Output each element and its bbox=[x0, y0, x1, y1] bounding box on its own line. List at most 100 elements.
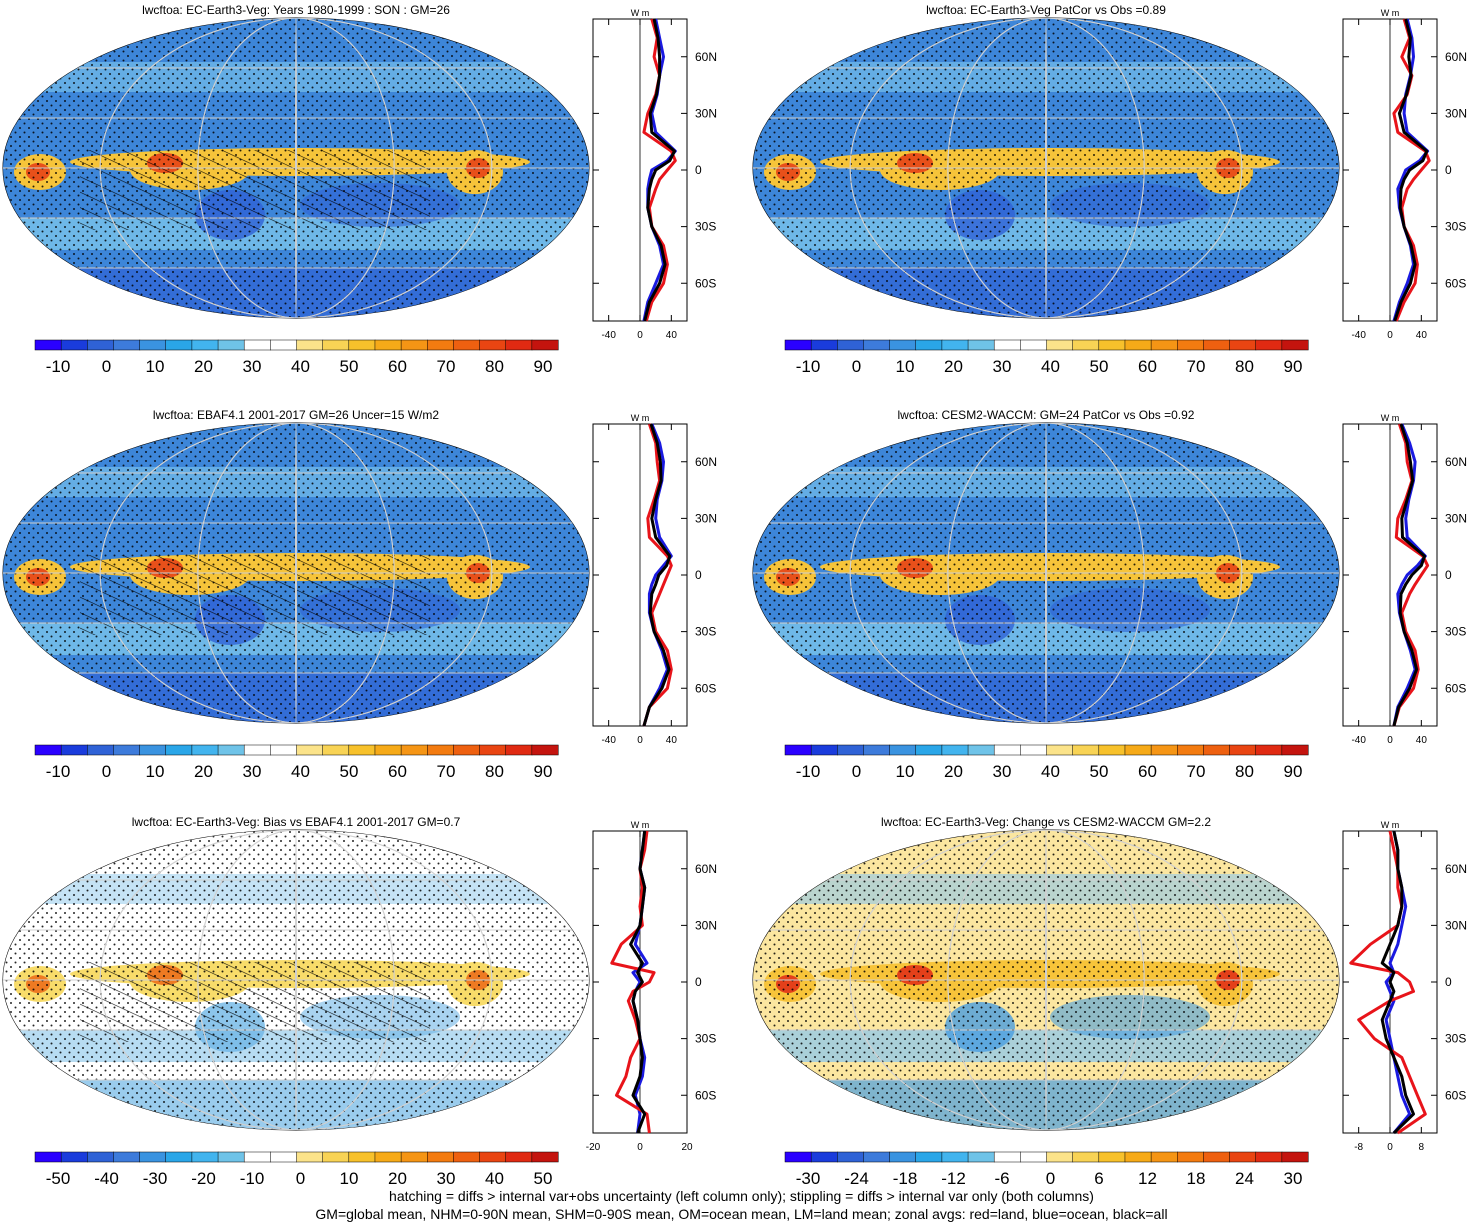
map-stippling bbox=[753, 830, 1339, 1130]
colorbar-label: 30 bbox=[993, 762, 1012, 781]
zonal-lat-label: 60N bbox=[1445, 862, 1467, 876]
colorbar-label: 60 bbox=[1138, 357, 1157, 376]
colorbar-label: 10 bbox=[896, 357, 915, 376]
zonal-xtick-label: -40 bbox=[1351, 330, 1366, 341]
zonal-all-line bbox=[1380, 830, 1415, 1135]
colorbar-label: 30 bbox=[437, 1169, 456, 1188]
zonal-panel: -20 0 20 W m 60N 30N 0 30S 60S bbox=[586, 820, 717, 1153]
colorbar-box bbox=[810, 339, 838, 351]
colorbar-box bbox=[1229, 339, 1257, 351]
zonal-lat-label: 60N bbox=[695, 862, 717, 876]
colorbar-box bbox=[1124, 1151, 1152, 1163]
map-meridian bbox=[295, 18, 297, 318]
colorbar-label: 12 bbox=[1138, 1169, 1157, 1188]
colorbar-box bbox=[87, 744, 115, 756]
colorbar-box bbox=[87, 339, 115, 351]
zonal-lat-label: 60S bbox=[1445, 1088, 1466, 1102]
zonal-lat-label: 0 bbox=[695, 568, 702, 582]
zonal-all-line bbox=[642, 423, 672, 727]
zonal-lat-label: 30N bbox=[1445, 918, 1467, 932]
panel-title: lwcftoa: EC-Earth3-Veg: Bias vs EBAF4.1 … bbox=[132, 815, 461, 829]
colorbar-box bbox=[348, 339, 376, 351]
panel-3: lwcftoa: EBAF4.1 2001-2017 GM=26 Uncer=1… bbox=[2, 408, 717, 781]
colorbar-box bbox=[837, 1151, 865, 1163]
colorbar-label: -10 bbox=[796, 357, 821, 376]
colorbar-box bbox=[1229, 1151, 1257, 1163]
colorbar-box bbox=[139, 1151, 167, 1163]
zonal-panel: -40 0 40 W m 60N 30N 0 30S 60S bbox=[592, 413, 717, 746]
colorbar-box bbox=[479, 1151, 507, 1163]
colorbar-box bbox=[34, 339, 62, 351]
zonal-lat-label: 30S bbox=[695, 1032, 716, 1046]
colorbar-label: -24 bbox=[844, 1169, 869, 1188]
zonal-xtick-label: 0 bbox=[1387, 1142, 1393, 1153]
colorbar-box bbox=[453, 339, 481, 351]
colorbar-label: 10 bbox=[896, 762, 915, 781]
colorbar-box bbox=[400, 339, 428, 351]
zonal-lat-label: 60S bbox=[695, 276, 716, 290]
colorbar-label: 30 bbox=[243, 357, 262, 376]
colorbar-label: 30 bbox=[993, 357, 1012, 376]
colorbar-box bbox=[1098, 1151, 1126, 1163]
colorbar-box bbox=[217, 339, 245, 351]
colorbar-box bbox=[915, 1151, 943, 1163]
map-meridian bbox=[849, 18, 1243, 318]
colorbar-box bbox=[217, 744, 245, 756]
colorbar-box bbox=[400, 1151, 428, 1163]
colorbar-box bbox=[296, 744, 324, 756]
colorbar-label: 0 bbox=[1046, 1169, 1055, 1188]
colorbar-box bbox=[505, 744, 533, 756]
zonal-lat-label: 60N bbox=[695, 455, 717, 469]
colorbar-box bbox=[113, 1151, 141, 1163]
colorbar-label: 80 bbox=[1235, 357, 1254, 376]
colorbar-label: 40 bbox=[291, 762, 310, 781]
colorbar-label: -10 bbox=[46, 762, 71, 781]
panel-title: lwcftoa: EC-Earth3-Veg: Change vs CESM2-… bbox=[881, 815, 1211, 829]
colorbar-label: 10 bbox=[146, 762, 165, 781]
map-field bbox=[753, 18, 1339, 318]
colorbar-box bbox=[217, 1151, 245, 1163]
colorbar-box bbox=[889, 1151, 917, 1163]
colorbar-box bbox=[427, 1151, 454, 1163]
colorbar-box bbox=[479, 744, 507, 756]
panel-4: lwcftoa: CESM2-WACCM: GM=24 PatCor vs Ob… bbox=[752, 408, 1467, 781]
colorbar-box bbox=[139, 339, 167, 351]
colorbar-box bbox=[967, 744, 995, 756]
colorbar-label: -40 bbox=[94, 1169, 119, 1188]
zonal-xtick-label: -20 bbox=[586, 1142, 601, 1153]
colorbar-box bbox=[1046, 744, 1074, 756]
colorbar-box bbox=[1072, 744, 1100, 756]
colorbar-label: 50 bbox=[1090, 762, 1109, 781]
zonal-xtick-label: -40 bbox=[601, 735, 616, 746]
colorbar-box bbox=[113, 744, 141, 756]
colorbar-box bbox=[60, 744, 88, 756]
colorbar-box bbox=[941, 1151, 969, 1163]
colorbar-box bbox=[296, 339, 324, 351]
colorbar-box bbox=[243, 744, 271, 756]
colorbar-box bbox=[139, 744, 167, 756]
map-meridian bbox=[1045, 423, 1047, 723]
colorbar-label: -18 bbox=[893, 1169, 918, 1188]
colorbar-box bbox=[60, 339, 88, 351]
colorbar-box bbox=[1124, 339, 1152, 351]
map-field bbox=[3, 423, 589, 723]
colorbar-box bbox=[993, 1151, 1021, 1163]
zonal-all-line bbox=[1393, 18, 1429, 322]
colorbar-box bbox=[165, 1151, 193, 1163]
map-stippling bbox=[753, 423, 1339, 723]
colorbar-label: -20 bbox=[191, 1169, 216, 1188]
colorbar-label: 70 bbox=[1187, 357, 1206, 376]
colorbar-label: 20 bbox=[944, 762, 963, 781]
colorbar-label: 70 bbox=[437, 357, 456, 376]
colorbar-box bbox=[270, 744, 298, 756]
colorbar-label: 80 bbox=[485, 357, 504, 376]
map-meridian bbox=[1045, 830, 1047, 1130]
zonal-xtick-label: 40 bbox=[1416, 330, 1428, 341]
colorbar-box bbox=[1046, 1151, 1074, 1163]
zonal-xtick-label: 0 bbox=[637, 1142, 643, 1153]
colorbar-box bbox=[505, 1151, 533, 1163]
colorbar-box bbox=[427, 744, 454, 756]
colorbar-box bbox=[993, 339, 1021, 351]
